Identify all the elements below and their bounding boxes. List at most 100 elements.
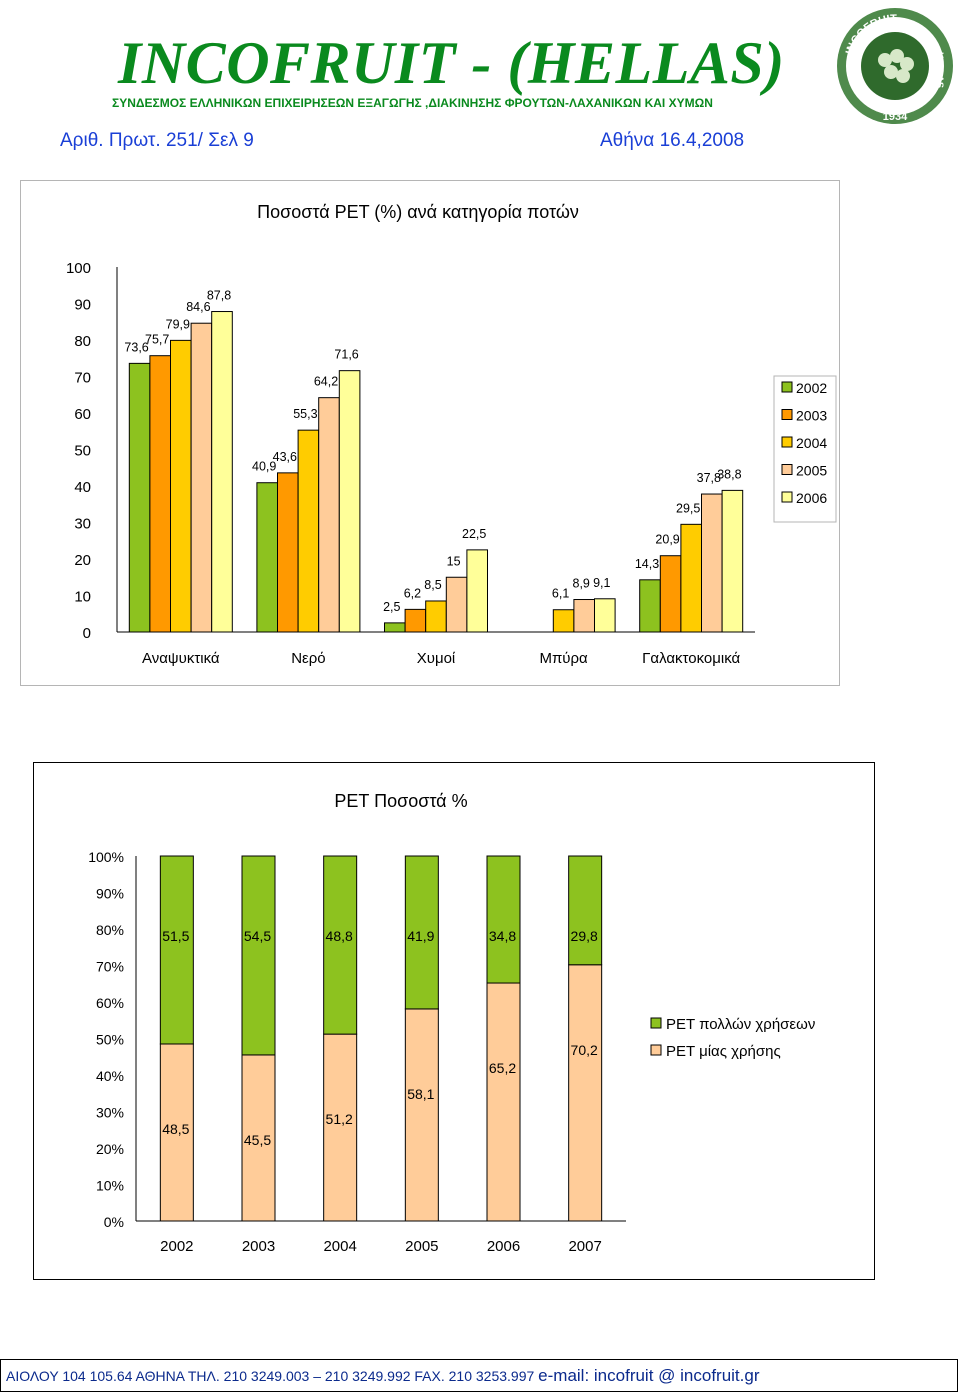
- bar-2006-3: [594, 598, 616, 633]
- y-tick-label: 90%: [96, 886, 124, 902]
- data-label: 75,7: [145, 333, 169, 347]
- x-category-label: Νερό: [291, 650, 325, 667]
- data-label: 40,9: [252, 460, 276, 474]
- y-tick-label: 60%: [96, 995, 124, 1011]
- bar-2002-1: [256, 482, 278, 633]
- legend-label-2006: 2006: [796, 490, 827, 506]
- legend-label-2004: 2004: [796, 435, 827, 451]
- footer-email: e-mail: incofruit @ incofruit.gr: [538, 1366, 760, 1385]
- data-label: 58,1: [407, 1086, 434, 1102]
- bar-2006-2: [466, 549, 488, 633]
- bar-2004-3: [552, 609, 575, 633]
- x-category-label: 2005: [405, 1238, 438, 1255]
- data-label: 48,8: [326, 928, 353, 944]
- data-label: 8,5: [424, 578, 441, 592]
- x-category-label: 2006: [487, 1238, 520, 1255]
- chart-title: Ποσοστά PET (%) ανά κατηγορία ποτών: [257, 202, 579, 222]
- y-tick-label: 50: [74, 443, 91, 460]
- company-title: INCOFRUIT - (HELLAS): [118, 30, 785, 96]
- data-label: 65,2: [489, 1060, 516, 1076]
- pet-share-svg: PET Ποσοστά % 0% 10% 20% 30% 40% 50% 60% 70% 80% 9…: [88, 791, 815, 1255]
- data-label: 70,2: [571, 1042, 598, 1058]
- y-tick-label: 70: [74, 370, 91, 387]
- y-tick-label: 20%: [96, 1141, 124, 1157]
- x-category-label: 2007: [568, 1238, 601, 1255]
- bar-2002-2: [384, 622, 406, 633]
- legend-swatch-2006: [781, 491, 793, 503]
- data-label: 43,6: [273, 450, 297, 464]
- bar-2003-4: [659, 555, 682, 633]
- y-tick-label: 0: [83, 625, 91, 642]
- y-tick-label: 10: [74, 589, 91, 606]
- data-label: 2,5: [383, 600, 400, 614]
- legend-label-2002: 2002: [796, 380, 827, 396]
- bar-2002-0: [128, 362, 151, 633]
- bar-2005-0: [190, 322, 213, 633]
- data-label: 15: [447, 554, 461, 568]
- stacked-bar-multi-2002: [159, 855, 194, 1045]
- x-category-label: Γαλακτοκομικά: [642, 650, 740, 667]
- stacked-bar-single-2004: [323, 1033, 358, 1222]
- logo-side-text: HELLAS: [935, 52, 945, 88]
- bar-2005-4: [701, 493, 723, 633]
- footer: ΑΙΟΛΟΥ 104 105.64 ΑΘΗΝΑ ΤΗΛ. 210 3249.00…: [0, 1359, 958, 1392]
- x-category-label: 2002: [160, 1238, 193, 1255]
- bar-2004-1: [297, 429, 320, 633]
- legend-swatch-multi: [650, 1017, 662, 1029]
- data-label: 71,6: [334, 348, 358, 362]
- y-tick-label: 40: [74, 479, 91, 496]
- bar-2005-1: [318, 397, 340, 633]
- stacked-bar-multi-2003: [241, 855, 276, 1056]
- x-category-label: Μπύρα: [539, 650, 588, 667]
- y-tick-label: 60: [74, 406, 91, 423]
- bar-2006-0: [211, 311, 233, 633]
- legend-swatch-2005: [781, 464, 793, 475]
- data-label: 6,1: [552, 587, 569, 601]
- logo-year: 1934: [883, 111, 908, 123]
- x-category-label: 2004: [323, 1238, 356, 1255]
- stacked-bar-single-2006: [486, 982, 521, 1222]
- data-label: 22,5: [462, 527, 486, 541]
- bar-2004-2: [425, 600, 447, 633]
- data-label: 37,8: [697, 471, 721, 485]
- y-tick-label: 30: [74, 516, 91, 533]
- data-label: 38,8: [717, 467, 741, 481]
- data-label: 79,9: [166, 317, 190, 331]
- data-label: 54,5: [244, 928, 271, 944]
- stacked-bar-single-2007: [568, 964, 603, 1222]
- stacked-bar-single-2005: [404, 1008, 439, 1222]
- data-label: 64,2: [314, 375, 338, 389]
- x-category-label: 2003: [242, 1238, 275, 1255]
- pet-by-category-svg: Ποσοστά PET (%) ανά κατηγορία ποτών 0 10 20…: [66, 202, 837, 667]
- logo-center: [861, 32, 929, 100]
- pet-by-category-chart: Ποσοστά PET (%) ανά κατηγορία ποτών 0 10 20…: [20, 180, 840, 686]
- y-tick-label: 80%: [96, 922, 124, 938]
- data-label: 20,9: [655, 533, 679, 547]
- x-category-label: Αναψυκτικά: [142, 650, 220, 667]
- data-label: 41,9: [407, 928, 434, 944]
- legend-swatch-single: [650, 1044, 662, 1056]
- legend-swatch-2002: [781, 381, 793, 393]
- data-label: 51,5: [162, 928, 189, 944]
- bar-2003-1: [277, 472, 299, 633]
- y-tick-label: 40%: [96, 1068, 124, 1084]
- y-tick-label: 100: [66, 260, 91, 277]
- stacked-bar-multi-2004: [323, 855, 358, 1035]
- stacked-bar-multi-2006: [486, 855, 521, 984]
- stacked-bar-single-2003: [241, 1054, 276, 1222]
- bar-2004-0: [170, 339, 192, 633]
- chart-title: PET Ποσοστά %: [334, 791, 467, 811]
- data-label: 34,8: [489, 928, 516, 944]
- legend-label-2003: 2003: [796, 408, 827, 424]
- data-label: 48,5: [162, 1121, 189, 1137]
- pet-share-chart: PET Ποσοστά % 0% 10% 20% 30% 40% 50% 60% 70% 80% 9…: [33, 762, 875, 1280]
- legend-swatch-2004: [781, 436, 793, 448]
- company-subtitle: ΣΥΝΔΕΣΜΟΣ ΕΛΛΗΝΙΚΩΝ ΕΠΙΧΕΙΡΗΣΕΩΝ ΕΞΑΓΩΓΗ…: [112, 96, 713, 110]
- data-label: 29,5: [676, 501, 700, 515]
- y-tick-label: 70%: [96, 959, 124, 975]
- data-label: 45,5: [244, 1132, 271, 1148]
- bar-2004-4: [680, 523, 703, 633]
- bar-2002-4: [639, 579, 661, 633]
- incofruit-logo: INCOFRUIT HELLAS 1934: [837, 8, 953, 124]
- y-tick-label: 50%: [96, 1032, 124, 1048]
